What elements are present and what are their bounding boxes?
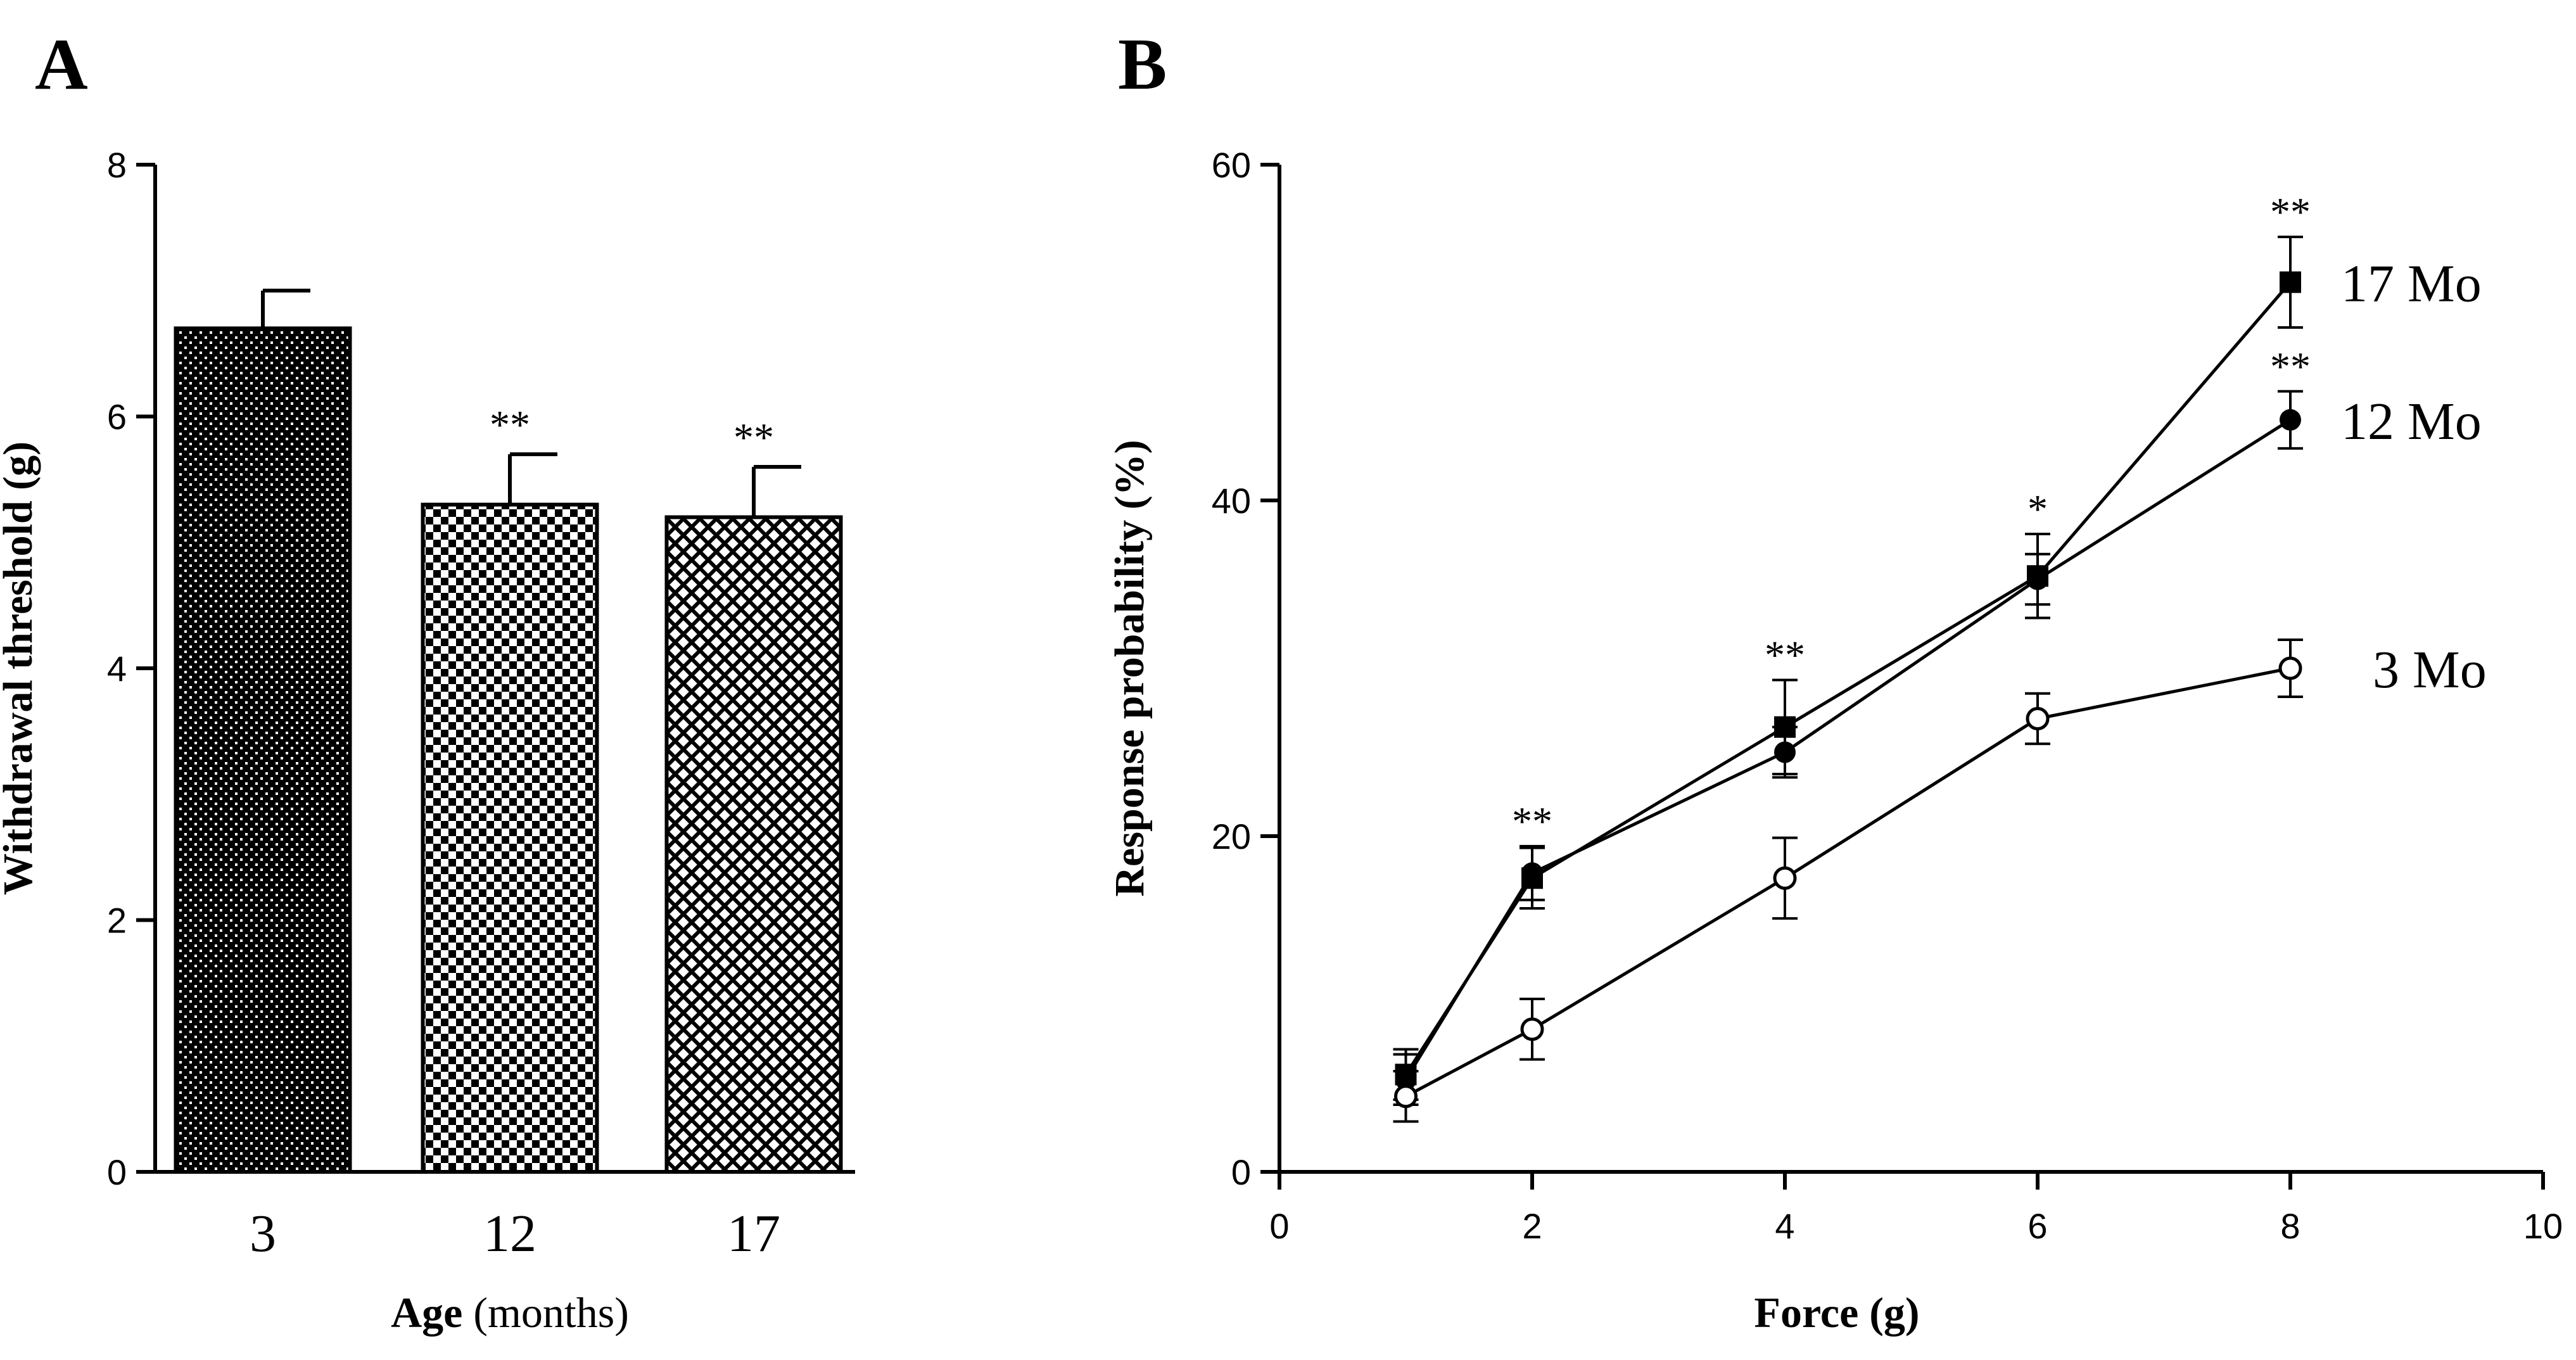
panel-b-y-tick-label-1: 20 [1212,817,1251,856]
panel-b-point-3-mo-1 [1394,1084,1418,1109]
panel-b-point-3-mo-6 [2026,707,2050,730]
panel-b-significance-4: ** [2270,344,2311,389]
panel-b-label: B [1118,24,1167,105]
panel-b-point-12-mo-6 [2027,568,2048,590]
panel-a-x-axis-label: Age (months) [391,1288,629,1337]
panel-b-point-12-mo-8 [2280,409,2301,431]
panel-a-significance-17: ** [733,415,774,460]
panel-a-y-tick-label-4: 8 [107,145,127,185]
panel-a-x-tick-labels: 3 12 17 [250,1204,780,1263]
panel-b-x-tick-label-5: 10 [2523,1206,2563,1246]
panel-b-series-label-3-mo: 3 Mo [2373,640,2487,699]
panel-b-series-label-12-mo: 12 Mo [2341,392,2482,451]
panel-a-bar-3 [174,326,352,1174]
panel-b-ticks: 0 20 40 60 0 2 4 6 8 10 [1212,145,2563,1246]
panel-b-series-label-17-mo: 17 Mo [2341,255,2482,314]
panel-a-y-ticks: 0 2 4 6 8 [107,145,155,1192]
panel-b-y-tick-label-0: 0 [1231,1152,1251,1192]
panel-a-x-tick-label-3: 3 [250,1204,276,1263]
panel-b-y-axis-label: Response probability (%) [1107,440,1153,896]
panel-a-bar-12 [421,502,599,1174]
panel-b-significance-1: ** [1765,633,1805,678]
panel-b-significance-0: ** [1512,799,1552,844]
panel-a-y-tick-label-3: 6 [107,397,127,437]
panel-b-line-12-mo [1404,418,2292,1081]
panel-b-point-12-mo-2 [1521,862,1543,884]
panel-b-y-tick-label-3: 60 [1212,145,1251,185]
panel-b-point-3-mo-4 [1773,866,1797,890]
panel-b-y-tick-label-2: 40 [1212,481,1251,521]
panel-b-point-3-mo-8 [2278,656,2302,680]
panel-a-x-axis-label-main: Age [391,1288,462,1337]
panel-a-x-tick-label-17: 17 [727,1204,780,1263]
panel-a-y-tick-label-1: 2 [107,901,127,941]
panel-b-x-tick-label-2: 4 [1775,1206,1794,1246]
panel-b-x-axis-label: Force (g) [1754,1288,1919,1337]
panel-a-bars: ** ** [174,288,843,1174]
panel-b-series [1393,235,2303,1123]
panel-b-x-tick-label-0: 0 [1269,1206,1289,1246]
panel-b-x-tick-label-3: 6 [2027,1206,2047,1246]
panel-a-y-tick-label-0: 0 [107,1152,127,1192]
panel-a-significance-12: ** [490,402,530,447]
panel-b-significance-2: * [2027,486,2048,531]
panel-b-significance-3: ** [2270,189,2311,234]
panel-b-x-tick-label-4: 8 [2280,1206,2300,1246]
panel-a-label: A [35,24,88,105]
panel-a-x-axis-label-unit: (months) [473,1288,629,1337]
panel-a-y-axis-label: Withdrawal threshold (g) [0,442,41,895]
panel-b-point-17-mo-8 [2280,271,2301,293]
panel-b-series-labels: 17 Mo 12 Mo 3 Mo [2341,255,2487,700]
panel-b-line-17-mo [1404,281,2292,1076]
panel-b-point-3-mo-2 [1520,1017,1544,1041]
panel-a-y-tick-label-2: 4 [107,649,127,689]
panel-b-x-tick-label-1: 2 [1522,1206,1542,1246]
panel-a-x-tick-label-12: 12 [483,1204,536,1263]
panel-b-point-12-mo-4 [1774,741,1796,763]
panel-a-bar-17 [664,515,843,1174]
panel-b-significance: ********* [1512,189,2311,844]
panel-a: A 0 2 4 6 8 ** ** 3 12 17 Withdrawal threshold … [0,24,855,1337]
